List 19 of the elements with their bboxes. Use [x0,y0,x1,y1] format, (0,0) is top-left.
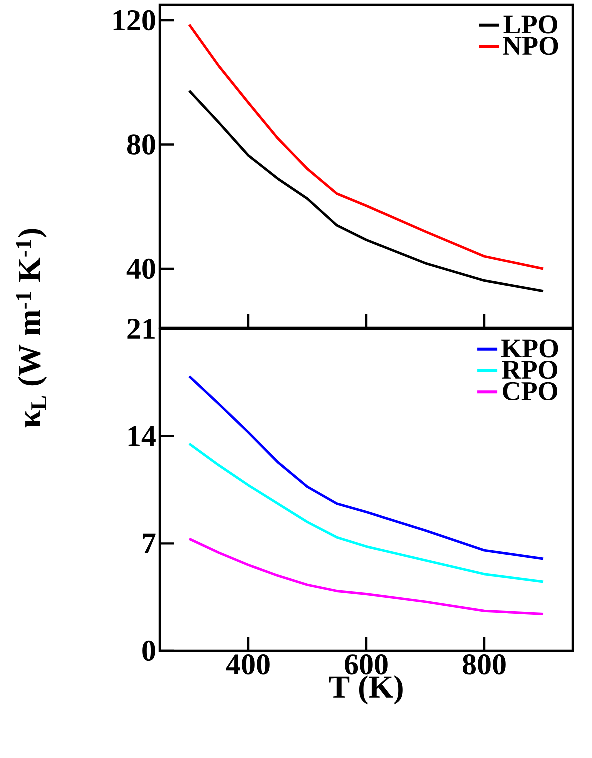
y-tick-label: 80 [127,134,156,155]
legend-label: KPO [502,340,558,358]
y-tick-label: 0 [142,640,156,662]
line-series [188,90,545,293]
x-axis-title: T (K) [329,676,403,705]
y-tick-label: 40 [126,258,156,280]
legend-label: NPO [503,37,558,56]
legend-label: RPO [502,361,558,380]
x-tick-label: 600 [345,654,388,675]
y-axis-title: κ$_{L}$ (W m$^{-1}$ K$^{-1}$) [16,229,48,428]
y-tick-label: 7 [143,534,156,554]
y-tick-label: 21 [128,319,155,339]
y-tick-label: 14 [128,426,156,446]
legend-label: CPO [503,382,558,401]
x-tick-label: 800 [463,654,506,675]
line-series [188,538,545,616]
y-tick-label: 120 [114,10,156,31]
legend-label: LPO [504,16,558,34]
x-tick-label: 400 [226,654,270,675]
